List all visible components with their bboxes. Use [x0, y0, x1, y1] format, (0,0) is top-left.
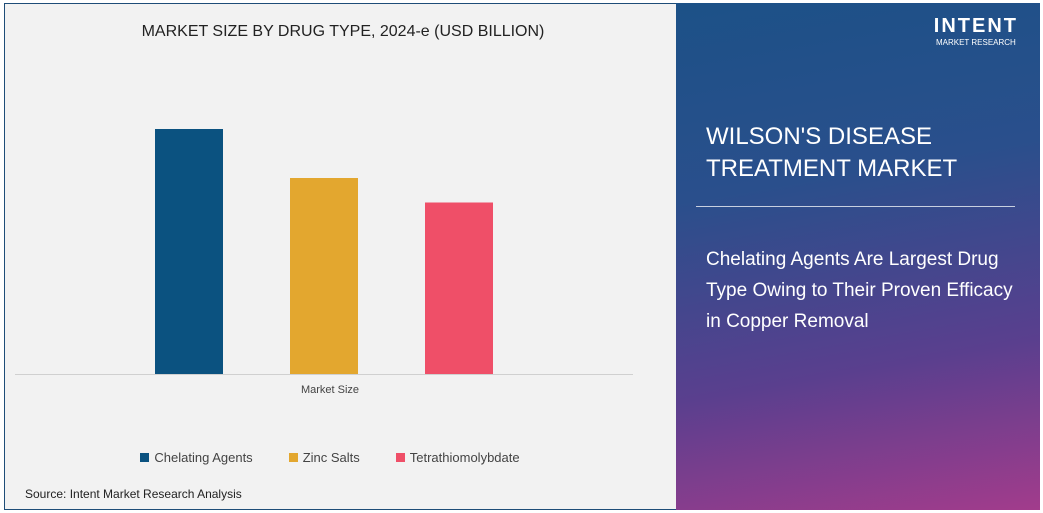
legend-item: Zinc Salts	[288, 450, 360, 465]
legend-item: Tetrathiomolybdate	[395, 450, 520, 465]
bar-chelating-agents	[155, 129, 223, 374]
chart-panel: MARKET SIZE BY DRUG TYPE, 2024-e (USD BI…	[4, 3, 680, 510]
bar-tetrathiomolybdate	[425, 202, 493, 374]
legend: Chelating Agents Zinc Salts Tetrathiomolyb…	[5, 450, 655, 465]
logo-brand: INTENT	[933, 15, 1018, 37]
legend-swatch	[288, 453, 298, 462]
legend-label: Tetrathiomolybdate	[409, 450, 520, 465]
legend-label: Chelating Agents	[154, 450, 253, 465]
chart-title: MARKET SIZE BY DRUG TYPE, 2024-e (USD BI…	[141, 23, 545, 40]
report-title: WILSON'S DISEASE TREATMENT MARKET	[706, 123, 958, 182]
bar-zinc-salts	[290, 178, 358, 374]
panel-background	[676, 3, 1040, 510]
legend-label: Zinc Salts	[302, 450, 360, 465]
logo-tagline: MARKET RESEARCH	[935, 38, 1016, 47]
divider	[696, 206, 1015, 207]
legend-item: Chelating Agents	[140, 450, 253, 465]
logo: INTENT MARKET RESEARCH	[934, 15, 1018, 47]
legend-swatch	[140, 453, 150, 462]
info-panel: INTENT MARKET RESEARCH WILSON'S DISEASE …	[676, 3, 1040, 510]
report-subtitle: Chelating Agents Are Largest Drug Type O…	[706, 249, 1013, 332]
bar-chart	[15, 129, 633, 375]
source-note: Source: Intent Market Research Analysis	[25, 487, 242, 501]
x-category-label: Market Size	[300, 384, 360, 396]
legend-swatch	[395, 453, 405, 462]
